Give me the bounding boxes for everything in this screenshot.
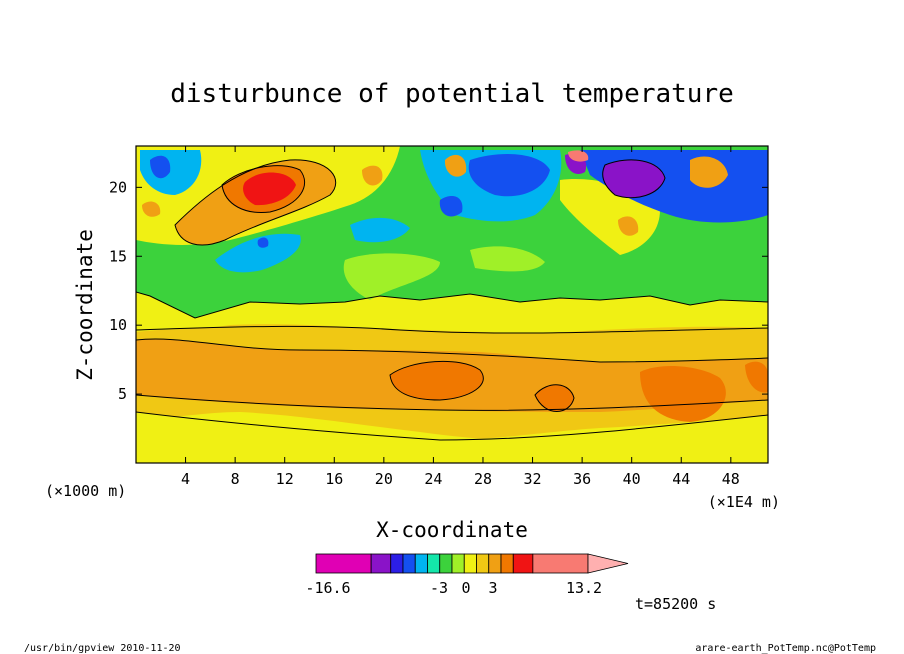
colorbar-segment — [402, 553, 416, 574]
plot-frame — [135, 145, 769, 464]
contour-lines — [136, 159, 768, 441]
contour-core-red — [243, 172, 296, 206]
x-tick-label: 4 — [181, 470, 190, 488]
colorbar-label: 0 — [461, 579, 470, 597]
contour-field — [136, 146, 768, 463]
y-tick-label: 5 — [118, 385, 127, 403]
contour-patch-orange-deep — [535, 384, 574, 412]
contour-patch-lightgreen — [470, 246, 545, 272]
x-tick-label: 48 — [722, 470, 740, 488]
contour-patch-cyan — [350, 217, 410, 243]
colorbar-segment — [451, 553, 465, 574]
contour-patch-orange — [444, 154, 467, 177]
colorbar-label: 3 — [488, 579, 497, 597]
x-tick-label: 12 — [276, 470, 294, 488]
colorbar-labels: -16.6 -3 0 3 13.2 — [305, 579, 602, 597]
x-tick-label: 28 — [474, 470, 492, 488]
contour-patch-cyan — [215, 233, 301, 273]
y-tick-label: 20 — [109, 178, 127, 196]
contour-band-yellow-bottom — [136, 412, 768, 463]
contour-patch-orange — [618, 216, 639, 236]
colorbar-segment — [476, 553, 490, 574]
colorbar-segment — [500, 553, 514, 574]
colorbar-segment — [463, 553, 477, 574]
footer-right: arare-earth_PotTemp.nc@PotTemp — [695, 643, 876, 654]
y-ticks: 5 10 15 20 — [109, 178, 768, 403]
contour-patch-orange — [362, 165, 383, 186]
contour-patch-orange-deep — [745, 361, 768, 393]
y-tick-label: 10 — [109, 316, 127, 334]
x-tick-label: 32 — [524, 470, 542, 488]
chart-title: disturbunce of potential temperature — [170, 79, 734, 109]
colorbar — [315, 553, 629, 574]
colorbar-segment — [315, 553, 372, 574]
colorbar-arrow — [587, 553, 629, 574]
contour-patch-blue — [468, 154, 550, 197]
x-tick-label: 20 — [375, 470, 393, 488]
x-axis-label: X-coordinate — [376, 518, 528, 542]
contour-patch-blue — [150, 155, 171, 179]
contour-patch-orange-deep — [640, 366, 726, 422]
contour-patch-purple — [602, 159, 665, 198]
contour-patch-lightgreen — [343, 253, 440, 300]
x-tick-label: 40 — [623, 470, 641, 488]
x-tick-label: 16 — [325, 470, 343, 488]
x-tick-label: 36 — [573, 470, 591, 488]
x-unit-left: (×1000 m) — [45, 482, 126, 500]
y-axis-label: Z-coordinate — [73, 229, 97, 381]
contour-patch-orange — [690, 156, 728, 188]
y-tick-label: 15 — [109, 247, 127, 265]
colorbar-segment — [390, 553, 404, 574]
colorbar-label: -16.6 — [305, 579, 350, 597]
x-tick-label: 24 — [424, 470, 442, 488]
contour-patch-orange — [142, 201, 161, 217]
colorbar-segment — [439, 553, 453, 574]
footer-left: /usr/bin/gpview 2010-11-20 — [24, 643, 181, 654]
x-tick-label: 44 — [672, 470, 690, 488]
contour-patch-orange-deep — [390, 361, 484, 400]
x-unit-right: (×1E4 m) — [708, 493, 780, 511]
x-tick-label: 8 — [231, 470, 240, 488]
contour-patch-pink — [568, 150, 589, 162]
colorbar-label: 13.2 — [566, 579, 602, 597]
colorbar-segment — [532, 553, 589, 574]
colorbar-segment — [414, 553, 428, 574]
time-label: t=85200 s — [635, 595, 716, 613]
x-ticks: 4 8 12 16 20 24 28 32 36 40 44 48 — [181, 146, 740, 488]
colorbar-segment — [370, 553, 392, 574]
colorbar-segment — [488, 553, 502, 574]
contour-patch-blue — [257, 237, 269, 248]
contour-patch-blue — [439, 196, 463, 217]
colorbar-label: -3 — [430, 579, 448, 597]
colorbar-segment — [512, 553, 534, 574]
colorbar-segment — [427, 553, 441, 574]
